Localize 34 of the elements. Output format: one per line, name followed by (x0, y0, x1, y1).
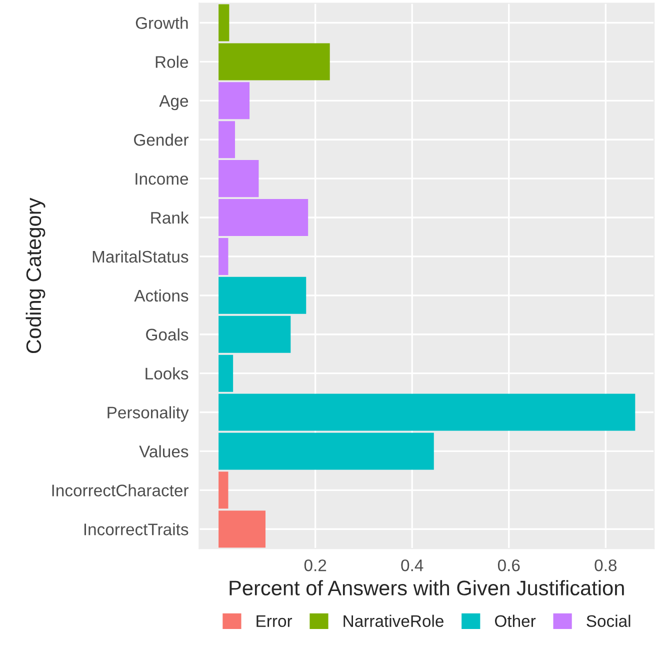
bar (218, 276, 306, 314)
bar (218, 316, 291, 353)
legend-label: Error (256, 615, 292, 628)
bar (218, 199, 308, 236)
y-tick-label: Actions (134, 289, 188, 302)
bar (218, 510, 266, 548)
y-tick-label: MaritalStatus (92, 250, 188, 263)
y-tick-label: Values (139, 445, 188, 458)
y-tick-label: IncorrectTraits (84, 523, 188, 536)
y-axis-title: Coding Category (26, 198, 46, 354)
bar (218, 82, 250, 120)
bar (218, 160, 259, 198)
legend-label: Other (495, 614, 536, 628)
legend-label: NarrativeRole (344, 614, 444, 628)
x-tick-label: 0.4 (401, 559, 424, 572)
bar (218, 121, 236, 158)
y-tick-label: Goals (146, 328, 188, 341)
x-tick-label: 0.2 (304, 559, 326, 572)
y-tick-label: Gender (134, 134, 189, 146)
legend-label: Social (586, 614, 630, 628)
x-axis-title: Percent of Answers with Given Justification (230, 580, 624, 596)
y-tick-label: Looks (146, 367, 188, 380)
y-tick-label: Growth (136, 16, 188, 29)
x-tick-label: 0.6 (498, 559, 520, 572)
y-tick-label: Age (159, 95, 188, 110)
y-tick-label: Income (136, 173, 188, 185)
y-tick-label: IncorrectCharacter (52, 484, 189, 496)
y-tick-label: Rank (151, 211, 189, 224)
bar (218, 354, 234, 392)
y-tick-label: Role (156, 56, 188, 68)
bar (218, 238, 228, 275)
y-tick-label: Personality (108, 406, 189, 422)
bar (218, 472, 228, 509)
x-tick-label: 0.8 (594, 559, 617, 572)
